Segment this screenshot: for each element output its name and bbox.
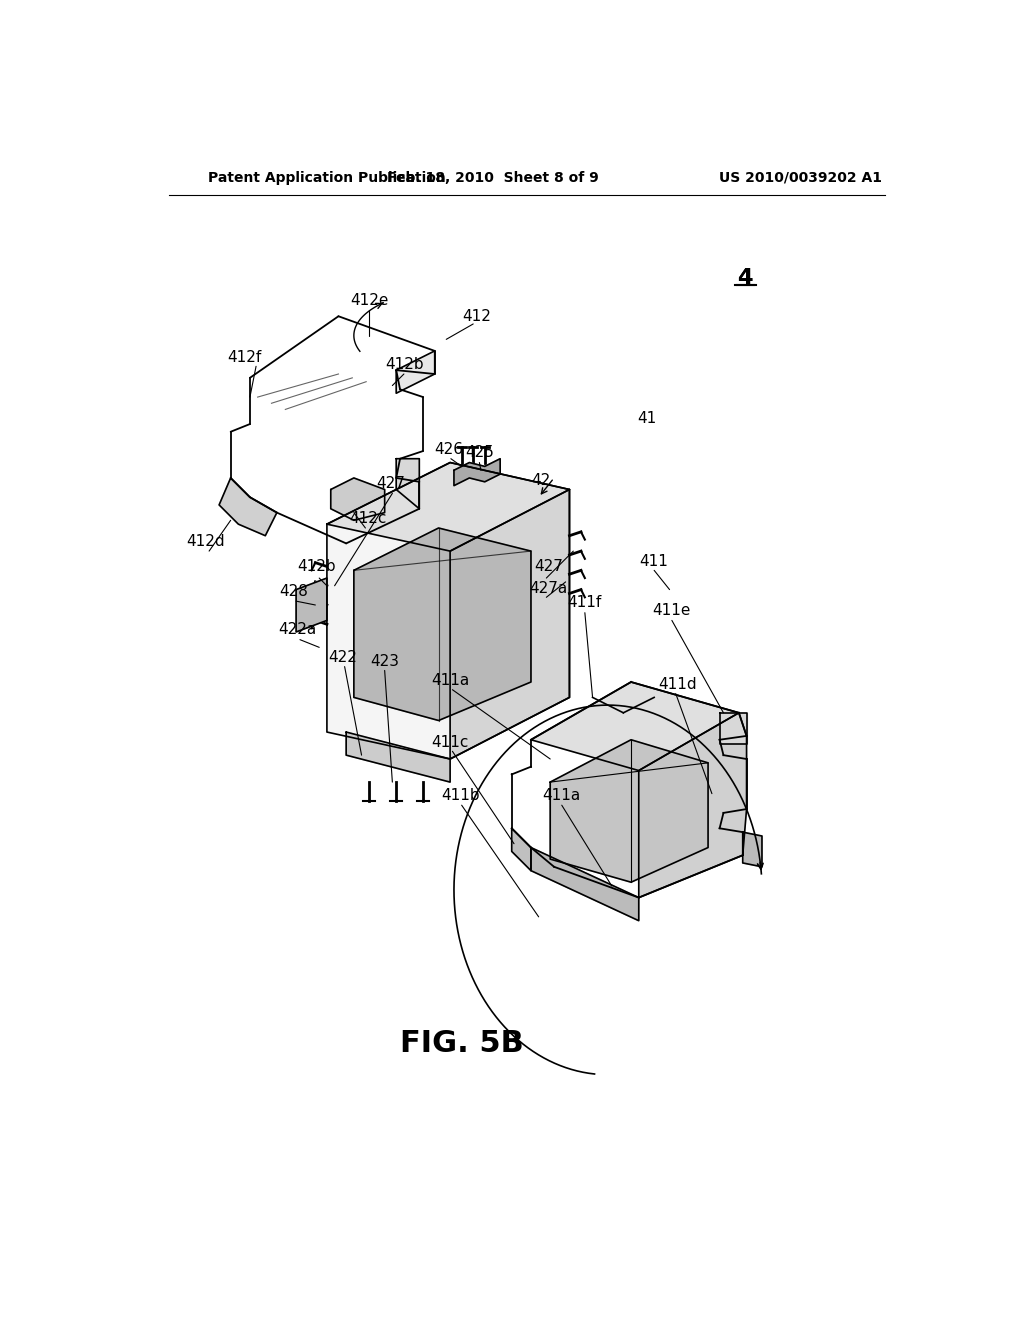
Polygon shape [454,459,500,486]
Polygon shape [219,478,276,536]
Text: 411: 411 [640,553,669,569]
Polygon shape [396,351,435,393]
Polygon shape [331,478,385,520]
Text: 41: 41 [637,411,656,426]
Text: 425: 425 [465,445,494,461]
Text: 411a: 411a [543,788,581,804]
Text: Patent Application Publication: Patent Application Publication [208,170,445,185]
Polygon shape [354,528,531,721]
Text: 412f: 412f [227,350,262,364]
Text: Feb. 18, 2010  Sheet 8 of 9: Feb. 18, 2010 Sheet 8 of 9 [387,170,598,185]
Text: 412e: 412e [350,293,388,309]
Text: 412c: 412c [349,511,386,527]
Text: 422: 422 [328,649,356,665]
Polygon shape [296,578,327,632]
Text: US 2010/0039202 A1: US 2010/0039202 A1 [719,170,882,185]
Text: 411c: 411c [431,734,469,750]
Polygon shape [550,739,708,882]
Text: FIG. 5B: FIG. 5B [399,1030,523,1059]
Text: 4: 4 [736,268,752,288]
Text: 412b: 412b [298,558,336,574]
Polygon shape [639,713,746,898]
Polygon shape [346,733,451,781]
Text: 4: 4 [737,268,753,288]
Text: 42: 42 [531,473,551,488]
Text: 426: 426 [434,442,463,457]
Text: 411d: 411d [658,677,696,692]
Text: 427: 427 [377,475,406,491]
Polygon shape [512,829,531,871]
Text: 411b: 411b [440,788,479,804]
Text: 412b: 412b [385,358,424,372]
Polygon shape [327,462,569,552]
Polygon shape [396,459,419,508]
Text: 422a: 422a [279,622,316,638]
Polygon shape [531,847,639,921]
Polygon shape [451,490,569,759]
Text: 427: 427 [535,558,563,574]
Polygon shape [327,462,569,759]
Text: 411f: 411f [567,595,602,610]
Text: 411e: 411e [652,603,691,618]
Text: 411a: 411a [431,673,469,688]
Text: 428: 428 [280,583,308,599]
Text: 412d: 412d [186,535,225,549]
Text: 412: 412 [463,309,492,323]
Polygon shape [742,832,762,867]
Text: 423: 423 [370,653,399,669]
Text: 427a: 427a [529,581,567,595]
Polygon shape [720,713,746,743]
Polygon shape [531,682,739,771]
